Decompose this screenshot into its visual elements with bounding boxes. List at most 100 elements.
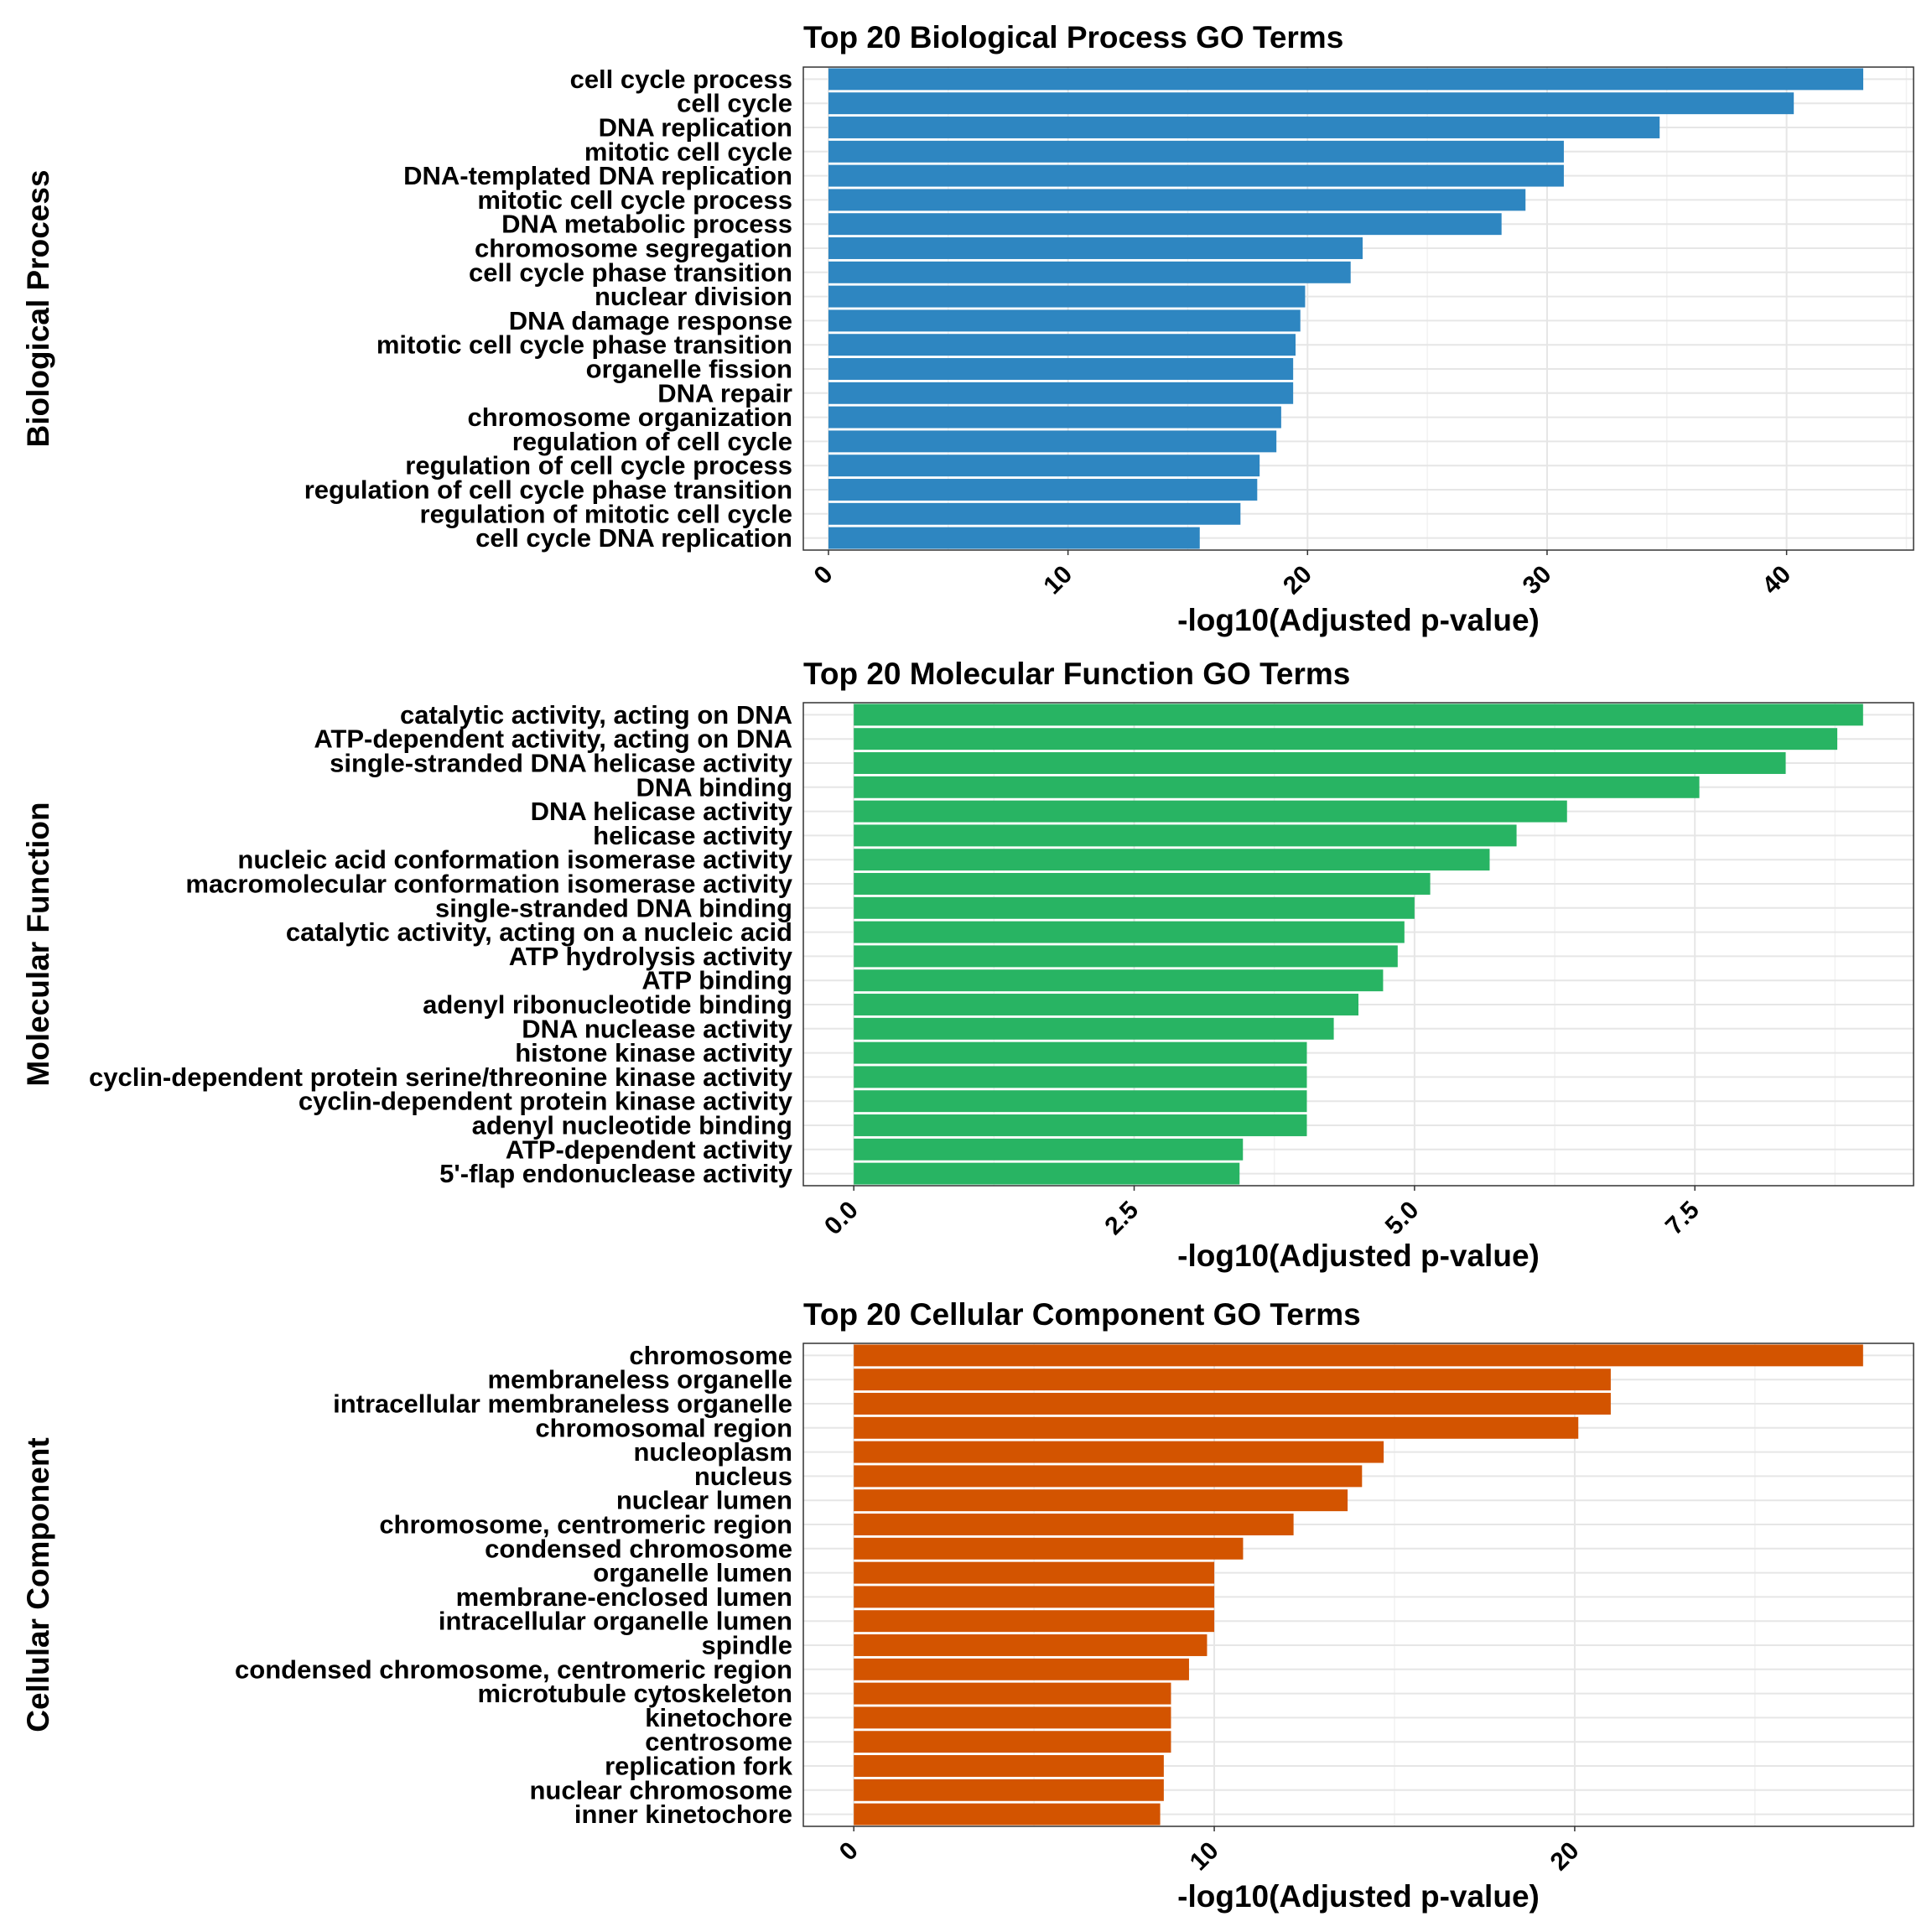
biological-process-category-label: DNA-templated DNA replication <box>403 161 792 190</box>
biological-process-y-axis-title: Biological Process <box>21 169 55 447</box>
molecular-function-plot-background <box>803 703 1914 1186</box>
molecular-function-bar <box>854 728 1838 750</box>
cellular-component-category-label: nuclear lumen <box>616 1486 792 1515</box>
molecular-function-category-label: catalytic activity, acting on a nucleic … <box>286 917 792 947</box>
biological-process-x-tick-label: 30 <box>1518 560 1557 600</box>
biological-process-bar <box>828 430 1277 453</box>
biological-process-x-tick-label: 40 <box>1757 560 1796 600</box>
biological-process-bar <box>828 213 1502 236</box>
molecular-function-bar <box>854 849 1490 871</box>
cellular-component-category-label: membraneless organelle <box>487 1365 792 1394</box>
cellular-component-category-label: condensed chromosome, centromeric region <box>235 1654 792 1684</box>
cellular-component-x-tick-label: 10 <box>1185 1836 1224 1876</box>
biological-process-bar <box>828 189 1526 211</box>
cellular-component-plot-background <box>803 1343 1914 1826</box>
molecular-function-bar <box>854 945 1398 968</box>
cellular-component-chart-title: Top 20 Cellular Component GO Terms <box>803 1297 1361 1332</box>
cellular-component-category-label: kinetochore <box>645 1703 792 1732</box>
molecular-function-x-tick-label: 5.0 <box>1380 1196 1425 1240</box>
biological-process-category-label: DNA metabolic process <box>501 210 792 239</box>
cellular-component-category-label: intracellular membraneless organelle <box>333 1389 792 1419</box>
cellular-component-x-tick-label: 20 <box>1545 1836 1585 1876</box>
biological-process-bar <box>828 334 1296 356</box>
molecular-function-bar <box>854 1041 1307 1064</box>
molecular-function-category-label: catalytic activity, acting on DNA <box>400 700 792 730</box>
cellular-component-bar <box>854 1803 1161 1826</box>
molecular-function-category-label: helicase activity <box>593 821 793 850</box>
biological-process-bar <box>828 527 1200 549</box>
molecular-function-category-label: cyclin-dependent protein kinase activity <box>299 1087 793 1116</box>
molecular-function-category-label: nucleic acid conformation isomerase acti… <box>237 845 792 875</box>
molecular-function-category-label: histone kinase activity <box>515 1038 793 1067</box>
biological-process-category-label: cell cycle process <box>570 65 792 94</box>
biological-process-category-label: nuclear division <box>595 282 792 311</box>
cellular-component-category-label: spindle <box>701 1631 792 1660</box>
biological-process-bar <box>828 382 1294 404</box>
cellular-component-bar <box>854 1779 1164 1801</box>
molecular-function-bar <box>854 896 1415 919</box>
cellular-component-bar <box>854 1344 1863 1367</box>
cellular-component-category-label: intracellular organelle lumen <box>439 1607 792 1636</box>
biological-process-x-axis-title: -log10(Adjusted p-value) <box>1177 603 1540 637</box>
molecular-function-category-label: DNA binding <box>636 772 792 802</box>
biological-process-category-label: DNA replication <box>599 113 792 143</box>
biological-process-category-label: regulation of mitotic cell cycle <box>420 499 792 528</box>
biological-process-x-tick-label: 20 <box>1278 560 1317 600</box>
cellular-component-bar <box>854 1489 1348 1512</box>
biological-process-category-label: chromosome segregation <box>475 234 792 263</box>
biological-process-bar <box>828 164 1564 187</box>
molecular-function-category-label: adenyl ribonucleotide binding <box>423 990 792 1020</box>
biological-process-bar <box>828 117 1660 138</box>
molecular-function-bar <box>854 824 1517 847</box>
molecular-function-category-label: DNA nuclease activity <box>522 1014 793 1043</box>
molecular-function-category-label: single-stranded DNA helicase activity <box>330 749 793 778</box>
molecular-function-category-label: ATP binding <box>641 966 792 995</box>
molecular-function-bar <box>854 1066 1307 1088</box>
molecular-function-bar <box>854 921 1405 943</box>
biological-process-category-label: cell cycle <box>677 89 792 118</box>
cellular-component-bar <box>854 1755 1164 1777</box>
biological-process-x-tick-label: 10 <box>1038 560 1078 600</box>
molecular-function-panel-border <box>802 702 1914 1187</box>
molecular-function-bar <box>854 1090 1307 1113</box>
cellular-component-bar <box>854 1465 1363 1488</box>
molecular-function-category-label: ATP-dependent activity <box>506 1135 793 1164</box>
cellular-component-bar <box>854 1658 1189 1680</box>
biological-process-chart-title: Top 20 Biological Process GO Terms <box>803 20 1343 55</box>
molecular-function-bar <box>854 994 1358 1015</box>
cellular-component-category-label: organelle lumen <box>593 1558 792 1587</box>
cellular-component-bar <box>854 1537 1244 1560</box>
cellular-component-bar <box>854 1441 1384 1463</box>
biological-process-category-label: regulation of cell cycle phase transitio… <box>304 475 792 505</box>
biological-process-category-label: DNA repair <box>657 378 792 408</box>
molecular-function-x-tick-label: 2.5 <box>1099 1196 1144 1240</box>
cellular-component-category-label: nucleoplasm <box>634 1437 793 1467</box>
molecular-function-bar <box>854 1114 1307 1136</box>
molecular-function-bar <box>854 776 1700 798</box>
cellular-component-bar <box>854 1393 1611 1415</box>
molecular-function-category-label: macromolecular conformation isomerase ac… <box>185 870 792 899</box>
cellular-component-x-axis-title: -log10(Adjusted p-value) <box>1177 1879 1540 1914</box>
cellular-component-bar <box>854 1634 1208 1656</box>
cellular-component-bar <box>854 1706 1171 1729</box>
cellular-component-bar <box>854 1682 1171 1705</box>
molecular-function-y-axis-title: Molecular Function <box>21 802 55 1086</box>
molecular-function-category-label: ATP hydrolysis activity <box>509 942 793 971</box>
cellular-component-bar <box>854 1368 1611 1391</box>
biological-process-bar <box>828 454 1260 477</box>
cellular-component-category-label: membrane-enclosed lumen <box>456 1582 792 1612</box>
cellular-component-y-axis-title: Cellular Component <box>21 1437 55 1732</box>
cellular-component-category-label: centrosome <box>645 1727 792 1757</box>
biological-process-panel-border <box>802 66 1914 551</box>
biological-process-category-label: chromosome organization <box>467 402 792 432</box>
molecular-function-bar <box>854 873 1431 895</box>
biological-process-bar <box>828 406 1281 428</box>
biological-process-category-label: regulation of cell cycle <box>512 427 792 456</box>
molecular-function-bar <box>854 969 1384 992</box>
biological-process-bar <box>828 68 1864 91</box>
biological-process-category-label: mitotic cell cycle process <box>477 185 792 215</box>
biological-process-x-tick-label: 0 <box>809 560 839 589</box>
